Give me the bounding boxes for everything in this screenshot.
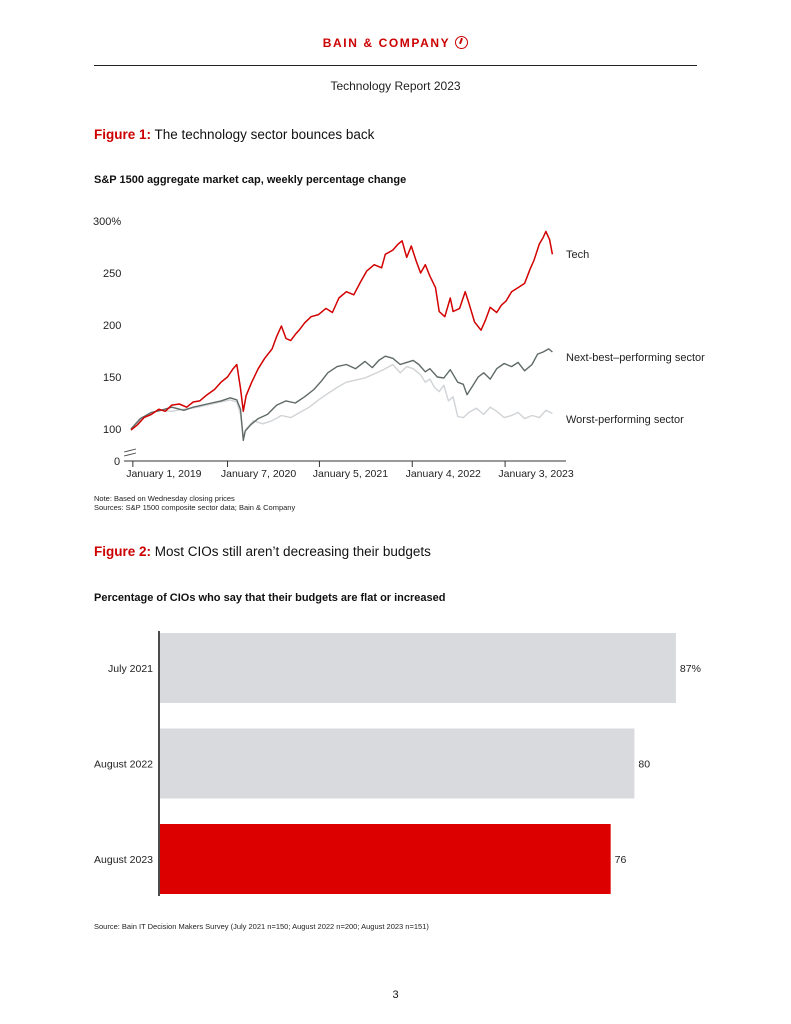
series-label-next-best-performing-sector: Next-best–performing sector (566, 352, 705, 364)
figure2-title-text: Most CIOs still aren’t decreasing their … (154, 544, 431, 559)
line-chart: 300% 250 200 150 100 0 January 1, 2019 January … (93, 216, 705, 480)
category-label: August 2022 (94, 759, 153, 771)
series-label-tech: Tech (566, 249, 589, 261)
bar-july-2021 (160, 633, 676, 703)
value-label: 80 (638, 759, 650, 771)
x-tick-label: January 4, 2022 (406, 468, 481, 480)
bar-august-2023 (160, 824, 611, 894)
figure1-title: Figure 1: The technology sector bounces … (94, 127, 374, 142)
x-tick-label: January 5, 2021 (313, 468, 388, 480)
y-tick-label: 300% (93, 216, 121, 228)
figure1-title-text: The technology sector bounces back (154, 127, 375, 142)
header-divider (94, 65, 697, 66)
x-tick-label: January 1, 2019 (126, 468, 201, 480)
y-tick-label: 0 (114, 456, 120, 468)
figure2-label: Figure 2: (94, 544, 152, 559)
figure1-chart-title: S&P 1500 aggregate market cap, weekly pe… (94, 174, 407, 186)
bar-august-2022 (160, 728, 635, 799)
y-tick-label: 150 (103, 372, 121, 384)
y-tick-label: 250 (103, 268, 121, 280)
category-label: August 2023 (94, 854, 153, 866)
figure2-source: Source: Bain IT Decision Makers Survey (… (94, 922, 429, 931)
brand-name: BAIN & COMPANY (322, 36, 451, 50)
figure1-note-text: Note: Based on Wednesday closing prices (94, 494, 235, 503)
y-tick-label: 200 (103, 320, 121, 332)
figure1-label: Figure 1: (94, 127, 152, 142)
figure2-title: Figure 2: Most CIOs still aren’t decreas… (94, 544, 431, 559)
series-line-tech (130, 230, 554, 431)
series-line-worst-performing-sector (130, 363, 553, 438)
series-label-worst-performing-sector: Worst-performing sector (566, 414, 684, 426)
bain-logo: BAIN & COMPANY (0, 36, 791, 50)
figure1-sources: Sources: S&P 1500 composite sector data;… (94, 503, 296, 512)
category-label: July 2021 (108, 663, 153, 675)
x-tick-label: January 7, 2020 (221, 468, 296, 480)
value-label: 76 (615, 854, 627, 866)
bar-chart: July 2021 87% August 2022 80 August 2023 76 (94, 631, 701, 896)
report-title: Technology Report 2023 (330, 79, 461, 93)
page-number: 3 (392, 989, 399, 1001)
x-tick-label: January 3, 2023 (498, 468, 573, 480)
value-label: 87% (680, 663, 701, 675)
axis-break-icon (123, 448, 137, 457)
y-tick-label: 100 (103, 424, 121, 436)
figure1-note: Note: Based on Wednesday closing prices … (94, 494, 295, 512)
figure2-chart-title: Percentage of CIOs who say that their bu… (94, 592, 446, 604)
series-line-next-best-performing-sector (130, 348, 553, 442)
bain-logo-icon (455, 36, 469, 49)
